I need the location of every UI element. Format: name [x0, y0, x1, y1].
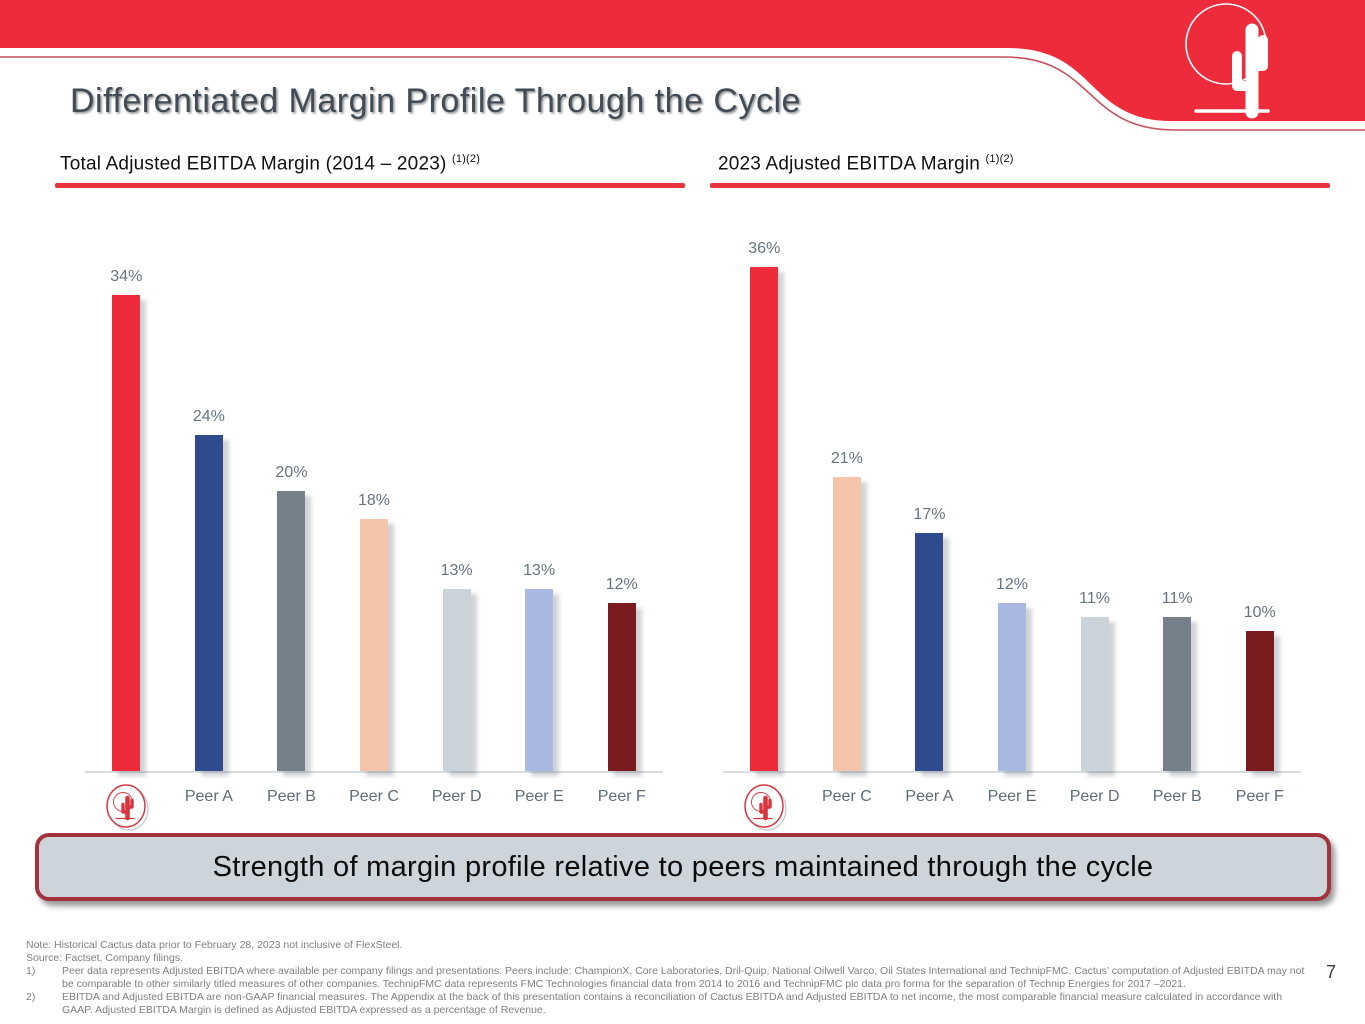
- bar-value-label: 18%: [358, 492, 391, 509]
- bar-column: 12%: [971, 262, 1054, 771]
- cactus-icon: [751, 792, 773, 821]
- bar-peer-d: [442, 589, 471, 771]
- bar-peer-d: [1080, 617, 1109, 771]
- left-chart-title-superscript: (1)(2): [452, 153, 481, 165]
- x-axis-label: Peer D: [1069, 788, 1120, 805]
- page-number: 7: [1326, 962, 1337, 982]
- bar-peer-f: [607, 603, 636, 771]
- footnotes: Note: Historical Cactus data prior to Fe…: [26, 939, 1310, 1017]
- left-chart-title: Total Adjusted EBITDA Margin (2014 – 202…: [60, 153, 480, 175]
- bar-peer-c: [360, 519, 389, 771]
- bar-peer-a: [194, 435, 223, 771]
- bar-value-label: 11%: [1079, 590, 1111, 607]
- footnote-number: 2): [26, 991, 36, 1003]
- bar-column: 11%: [1053, 262, 1136, 771]
- key-message-banner: Strength of margin profile relative to p…: [35, 833, 1331, 901]
- bar-value-label: 13%: [440, 562, 473, 579]
- x-axis-label: Peer C: [821, 788, 872, 805]
- x-axis-label: Peer A: [184, 788, 233, 805]
- footnote-text: EBITDA and Adjusted EBITDA are non-GAAP …: [62, 991, 1283, 1016]
- x-axis-label: Peer F: [1235, 788, 1284, 805]
- red-band-shape: [0, 0, 1365, 121]
- bar-peer-c: [832, 477, 861, 771]
- footnote-source: Source: Factset, Company filings.: [26, 952, 183, 964]
- bar-value-label: 17%: [913, 506, 946, 523]
- bar-value-label: 13%: [523, 562, 556, 579]
- bar-peer-a: [915, 533, 944, 771]
- bar-peer-e: [525, 589, 554, 771]
- footnote-note: Note: Historical Cactus data prior to Fe…: [26, 939, 403, 951]
- left-chart-title-text: Total Adjusted EBITDA Margin (2014 – 202…: [60, 153, 447, 175]
- bar-value-label: 12%: [605, 576, 638, 593]
- x-axis-logo: [723, 779, 806, 831]
- x-axis-label: Peer F: [597, 788, 646, 805]
- bar-peer-f: [1245, 631, 1274, 771]
- bar-column: 20%: [250, 262, 333, 771]
- cactus-right-arm-icon: [1247, 35, 1268, 71]
- cactus-logo: [1185, 3, 1270, 119]
- thin-red-accent-line: [0, 56, 1365, 131]
- bar-column: 17%: [888, 262, 971, 771]
- bar-value-label: 21%: [830, 450, 863, 467]
- bar-value-label: 11%: [1161, 590, 1193, 607]
- bar-value-label: 36%: [748, 240, 781, 257]
- bar-value-label: 24%: [192, 408, 225, 425]
- x-axis-label: Peer E: [514, 788, 564, 805]
- footnote-text: Peer data represents Adjusted EBITDA whe…: [62, 965, 1305, 990]
- right-chart-title-text: 2023 Adjusted EBITDA Margin: [718, 153, 981, 175]
- header-banner: [0, 0, 1365, 131]
- x-axis-label: Peer B: [1152, 788, 1202, 805]
- x-axis-label: Peer E: [987, 788, 1037, 805]
- right-chart-title-superscript: (1)(2): [985, 153, 1014, 165]
- bar-cactus: [112, 295, 141, 771]
- bar-value-label: 34%: [110, 268, 143, 285]
- plot-area: 36% 21% 17% 12% 11% 11% 10%: [723, 240, 1301, 773]
- right-chart-title: 2023 Adjusted EBITDA Margin (1)(2): [718, 153, 1014, 175]
- bar-value-label: 20%: [275, 464, 308, 481]
- bar-column: 18%: [333, 262, 416, 771]
- bar-column: 12%: [580, 262, 663, 771]
- x-axis-label: Peer D: [431, 788, 482, 805]
- bar-column: 21%: [806, 262, 889, 771]
- x-axis-logo: [85, 779, 168, 831]
- cactus-left-arm-icon: [1232, 51, 1257, 91]
- bar-value-label: 12%: [996, 576, 1029, 593]
- bar-column: 13%: [498, 262, 581, 771]
- cactus-logo-small: [106, 784, 149, 831]
- cactus-logo-small: [744, 784, 787, 831]
- bar-column: 24%: [168, 262, 251, 771]
- key-message-text: Strength of margin profile relative to p…: [212, 850, 1154, 883]
- cactus-icon: [113, 792, 135, 821]
- bar-value-label: 10%: [1243, 604, 1276, 621]
- x-axis-label: Peer C: [349, 788, 399, 805]
- page-title: Differentiated Margin Profile Through th…: [70, 82, 801, 120]
- bar-column: 10%: [1218, 262, 1301, 771]
- footnote-number: 1): [26, 965, 36, 977]
- footnote-item: 2) EBITDA and Adjusted EBITDA are non-GA…: [26, 991, 1310, 1017]
- left-chart-underline: [55, 183, 685, 188]
- x-axis-labels: Peer A Peer B Peer C Peer D Peer E Peer F: [85, 779, 663, 831]
- bar-cactus: [750, 267, 779, 771]
- x-axis-label: Peer A: [905, 788, 954, 805]
- plot-area: 34% 24% 20% 18% 13% 13% 12%: [85, 262, 663, 773]
- bar-column: 11%: [1136, 262, 1219, 771]
- bar-peer-b: [277, 491, 306, 771]
- bar-column: 36%: [723, 240, 806, 771]
- footnote-item: 1) Peer data represents Adjusted EBITDA …: [26, 965, 1310, 991]
- x-axis-label: Peer B: [266, 788, 316, 805]
- bar-column: 13%: [415, 262, 498, 771]
- x-axis-labels: Peer C Peer A Peer E Peer D Peer B Peer F: [723, 779, 1301, 831]
- right-chart-underline: [710, 183, 1330, 188]
- bar-peer-e: [998, 603, 1027, 771]
- bar-peer-b: [1163, 617, 1192, 771]
- bar-column: 34%: [85, 262, 168, 771]
